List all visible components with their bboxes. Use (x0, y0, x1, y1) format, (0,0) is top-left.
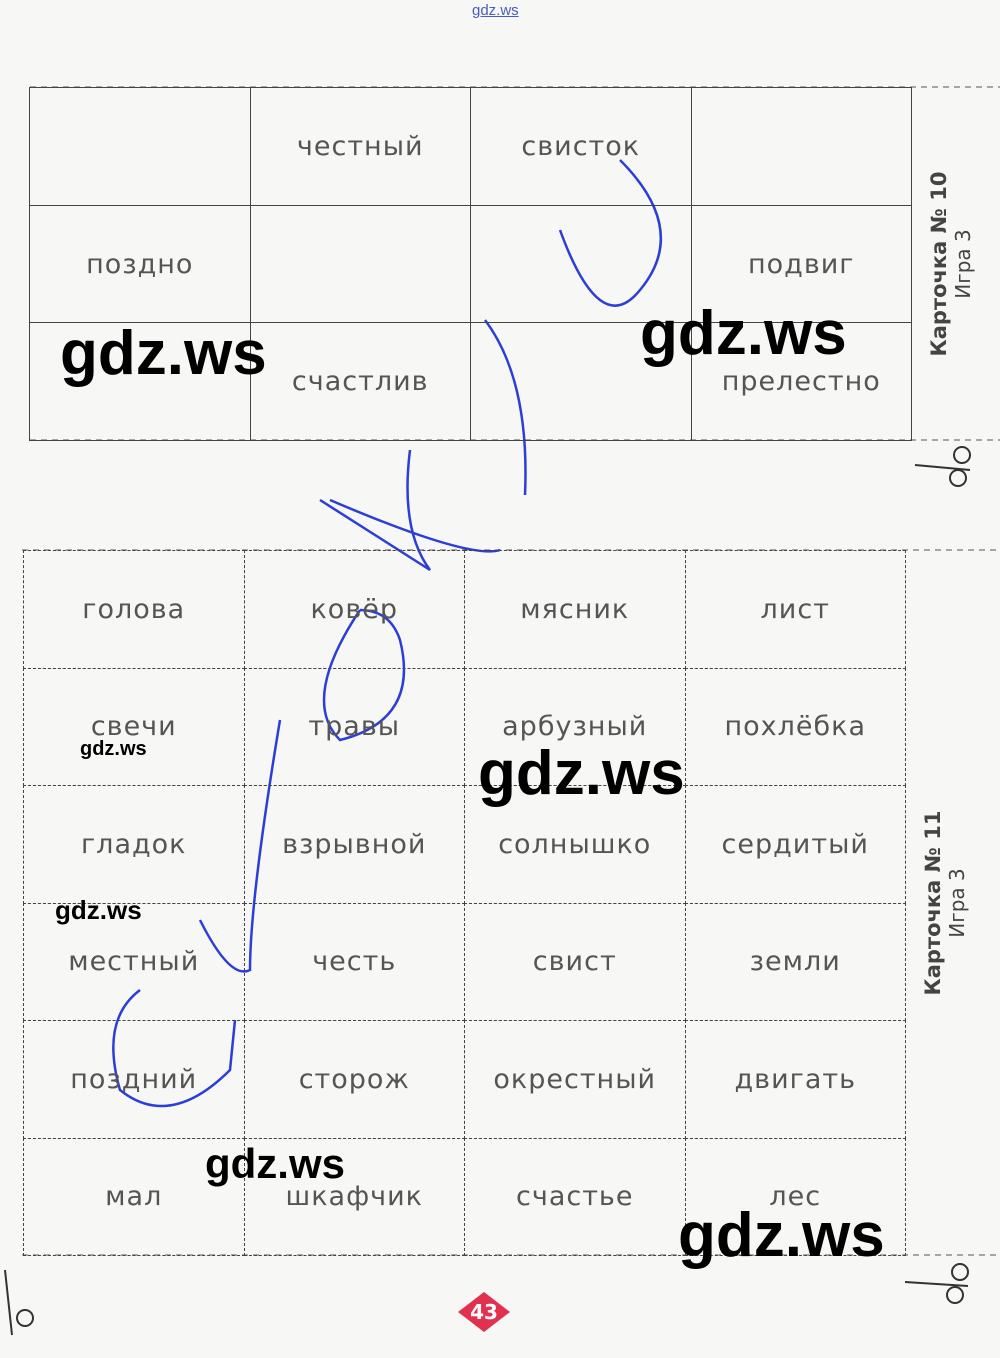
site-link: gdz.ws (472, 2, 519, 19)
word-cell: взрывной (243, 785, 465, 904)
page-number: 43 (470, 1300, 498, 1324)
word-cell: арбузный (464, 667, 686, 786)
word-cell: лист (684, 550, 906, 669)
word-cell: сторож (243, 1020, 465, 1139)
card-label-text: Карточка № 10 Игра 3 (927, 171, 975, 356)
word-cell: похлёбка (684, 667, 906, 786)
word-cell: честь (243, 902, 465, 1021)
card-title: Карточка № 11 (921, 810, 945, 995)
word-cell: мясник (464, 550, 686, 669)
word-cell: счастлив (249, 322, 471, 442)
word-cell: гладок (23, 785, 245, 904)
word-cell: ковёр (243, 550, 465, 669)
word-cell: поздно (29, 204, 251, 324)
watermark: gdz.ws (478, 739, 685, 808)
word-cell: травы (243, 667, 465, 786)
badge-shape (458, 1292, 510, 1332)
word-cell: сердитый (684, 785, 906, 904)
word-cell: голова (23, 550, 245, 669)
word-cell: свист (464, 902, 686, 1021)
word-cell: мал (23, 1137, 245, 1256)
card-label: Карточка № 11 Игра 3 (905, 550, 985, 1255)
watermark: gdz.ws (205, 1140, 346, 1187)
word-cell: свисток (470, 87, 692, 206)
card-subtitle: Игра 3 (951, 228, 975, 299)
word-cell: счастье (464, 1137, 686, 1256)
card-title: Карточка № 10 (927, 171, 951, 357)
word-cell: прелестно (690, 322, 912, 442)
word-cell: окрестный (464, 1020, 686, 1139)
word-cell: солнышко (464, 785, 686, 904)
watermark: gdz.ws (640, 299, 847, 368)
word-cell (29, 87, 251, 206)
word-cell: честный (249, 87, 471, 206)
page-number-badge: 43 (456, 1290, 512, 1334)
word-cell: свечи (23, 667, 245, 786)
word-cell: поздний (23, 1020, 245, 1139)
word-cell: двигать (684, 1020, 906, 1139)
card-label: Карточка № 10 Игра 3 (911, 87, 991, 440)
watermark: gdz.ws (55, 895, 142, 925)
word-cell: лес (684, 1137, 906, 1256)
watermark: gdz.ws (80, 738, 147, 760)
word-cell (249, 204, 471, 324)
watermark: gdz.ws (60, 319, 267, 388)
card-subtitle: Игра 3 (945, 867, 969, 938)
word-cell: земли (684, 902, 906, 1021)
card-label-text: Карточка № 11 Игра 3 (921, 810, 969, 995)
word-cell: шкафчик (243, 1137, 465, 1256)
watermark: gdz.ws (678, 1201, 885, 1270)
word-cell (690, 87, 912, 206)
